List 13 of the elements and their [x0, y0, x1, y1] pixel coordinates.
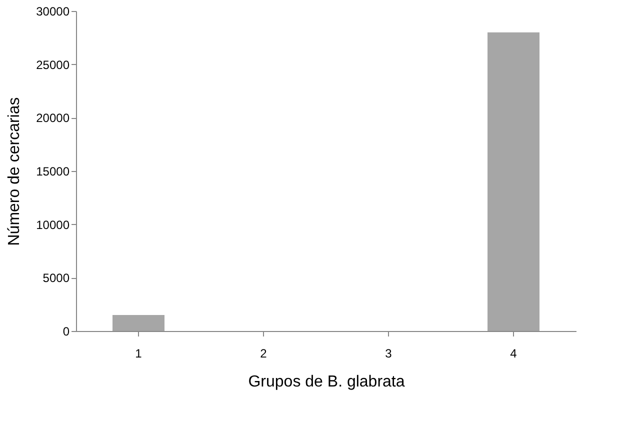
x-tick-label: 4	[510, 346, 518, 360]
y-axis-title: Número de cercarias	[6, 97, 24, 246]
x-tick-label: 3	[385, 346, 392, 360]
y-tick-label: 5000	[42, 271, 70, 286]
x-tick-label: 2	[260, 346, 268, 360]
x-tick-label: 1	[135, 346, 142, 360]
y-tick-label: 20000	[36, 111, 70, 126]
y-tick-label: 15000	[36, 164, 70, 178]
y-tick-label: 0	[62, 324, 70, 338]
y-tick-label: 30000	[36, 4, 70, 18]
y-tick-label: 10000	[36, 218, 70, 232]
x-axis-title: Grupos de B. glabrata	[248, 374, 405, 390]
y-tick-label: 25000	[36, 58, 70, 72]
